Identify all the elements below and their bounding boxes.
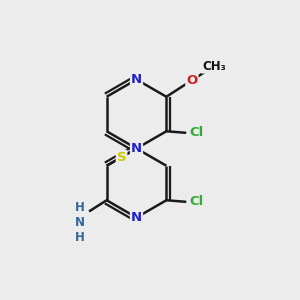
Text: H
N
H: H N H bbox=[75, 201, 85, 244]
Text: Cl: Cl bbox=[189, 195, 203, 208]
Text: N: N bbox=[131, 211, 142, 224]
Text: N: N bbox=[131, 142, 142, 155]
Text: O: O bbox=[186, 74, 197, 87]
Text: Cl: Cl bbox=[189, 126, 203, 139]
Text: CH₃: CH₃ bbox=[202, 60, 226, 73]
Text: N: N bbox=[131, 73, 142, 86]
Text: S: S bbox=[117, 151, 126, 164]
